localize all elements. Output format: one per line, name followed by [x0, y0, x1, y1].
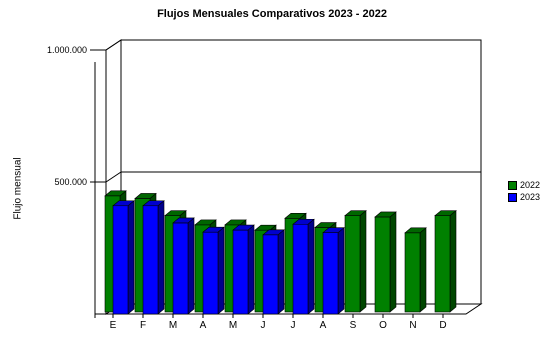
bar-2023-A-3 — [202, 226, 225, 315]
x-tick-label-8: S — [350, 320, 357, 331]
x-tick-label-7: A — [320, 320, 327, 331]
legend-label-series-0: 2022 — [520, 180, 541, 190]
bar-2023-M-2 — [172, 217, 195, 315]
bar-2023-J-6 — [292, 218, 315, 315]
bar-2022-D-11 — [434, 209, 457, 313]
bar-2022-S-8 — [344, 209, 367, 313]
y-tick-label-1: 500.000 — [54, 177, 87, 187]
legend: 2022 2023 — [508, 179, 540, 203]
y-tick-label-0: 1.000.000 — [47, 45, 87, 55]
legend-item-series-0: 2022 — [508, 179, 540, 191]
gridline-wall-1 — [105, 171, 122, 183]
legend-swatch-series-0 — [508, 180, 517, 190]
x-tick-label-5: J — [261, 320, 266, 331]
chart-title: Flujos Mensuales Comparativos 2023 - 202… — [157, 8, 387, 20]
bar-2023-M-4 — [232, 224, 255, 315]
x-tick-label-10: N — [409, 320, 416, 331]
x-tick-label-11: D — [439, 320, 446, 331]
bar-2023-J-5 — [262, 229, 285, 315]
bar-2023-F-1 — [142, 200, 165, 315]
legend-swatch-series-1 — [508, 192, 517, 202]
bar-2023-E-0 — [112, 200, 135, 315]
bar-2022-N-10 — [404, 227, 427, 313]
x-tick-label-9: O — [379, 320, 387, 331]
x-tick-label-0: E — [110, 320, 117, 331]
x-tick-label-1: F — [140, 320, 146, 331]
x-tick-label-2: M — [169, 320, 177, 331]
x-tick-label-6: J — [291, 320, 296, 331]
x-tick-label-4: M — [229, 320, 237, 331]
legend-label-series-1: 2023 — [520, 192, 541, 202]
bar-2022-O-9 — [374, 211, 397, 313]
gridline-wall-0 — [105, 39, 122, 51]
x-tick-label-3: A — [200, 320, 207, 331]
bar-2023-A-7 — [322, 227, 345, 315]
legend-item-series-1: 2023 — [508, 191, 540, 203]
